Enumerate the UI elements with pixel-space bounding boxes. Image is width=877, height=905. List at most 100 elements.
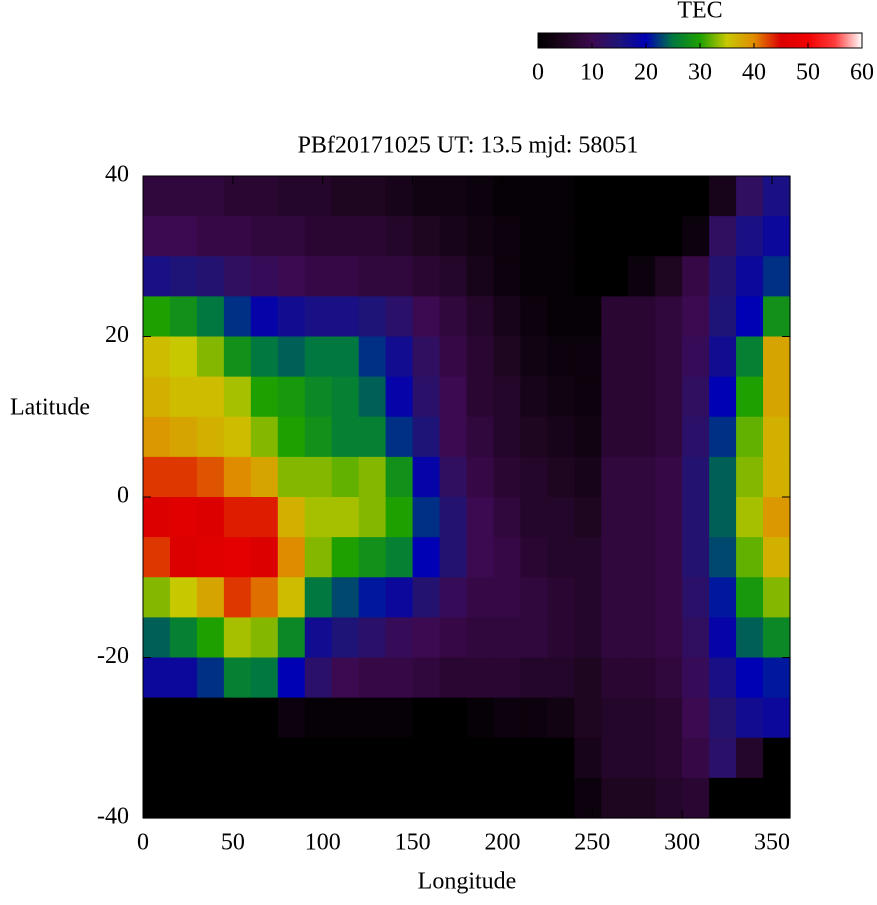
heat-cell — [277, 376, 306, 418]
x-tick-label: 100 — [305, 830, 341, 856]
heat-cell — [250, 416, 279, 458]
heat-cell — [655, 577, 683, 618]
heat-cell — [520, 777, 548, 819]
heat-cell — [547, 737, 575, 779]
heat-cell — [682, 657, 710, 699]
heat-cell — [493, 416, 522, 458]
heat-cell — [304, 577, 333, 618]
heat-cell — [169, 456, 198, 498]
heat-cell — [143, 296, 171, 338]
colorbar-tick-label: 10 — [580, 60, 604, 86]
heat-cell — [196, 256, 225, 297]
heat-cell — [385, 497, 414, 538]
heat-cell — [358, 376, 387, 418]
heat-cell — [331, 216, 360, 257]
heat-cell — [763, 657, 791, 699]
heat-cell — [601, 416, 629, 458]
heat-cell — [574, 416, 602, 458]
heat-cell — [439, 336, 468, 378]
heat-cell — [412, 176, 441, 217]
heat-cell — [223, 777, 252, 819]
heat-cell — [709, 416, 737, 458]
heat-cell — [709, 577, 737, 618]
heat-cell — [520, 697, 548, 739]
x-tick-label: 350 — [754, 830, 790, 856]
heat-cell — [655, 416, 683, 458]
heat-cell — [143, 216, 171, 257]
heat-cell — [547, 537, 575, 578]
heat-cell — [547, 617, 575, 659]
heat-cell — [143, 176, 171, 217]
heat-cell — [709, 697, 737, 739]
heat-cell — [682, 336, 710, 378]
heat-cell — [520, 657, 548, 699]
x-tick-label: 200 — [484, 830, 520, 856]
heat-cell — [304, 336, 333, 378]
heat-cell — [628, 176, 656, 217]
heat-cell — [763, 456, 791, 498]
heat-cell — [736, 376, 764, 418]
heat-cell — [628, 777, 656, 819]
heat-cell — [143, 537, 171, 578]
heat-cell — [143, 336, 171, 378]
heat-cell — [736, 577, 764, 618]
heat-cell — [466, 216, 495, 257]
heat-cell — [358, 777, 387, 819]
heat-cell — [385, 416, 414, 458]
heat-cell — [601, 336, 629, 378]
heat-cell — [763, 537, 791, 578]
heat-cell — [143, 456, 171, 498]
heat-cell — [412, 697, 441, 739]
heat-cell — [358, 577, 387, 618]
heat-cell — [304, 176, 333, 217]
heat-cell — [709, 336, 737, 378]
heat-cell — [412, 296, 441, 338]
heat-cell — [385, 336, 414, 378]
heat-cell — [736, 657, 764, 699]
heat-cell — [196, 456, 225, 498]
heat-cell — [277, 777, 306, 819]
heat-cell — [763, 296, 791, 338]
heat-cell — [169, 577, 198, 618]
heat-cell — [439, 216, 468, 257]
heat-cell — [466, 537, 495, 578]
heat-cell — [223, 456, 252, 498]
heat-cell — [331, 336, 360, 378]
heat-cell — [277, 176, 306, 217]
heat-cell — [655, 376, 683, 418]
heat-cell — [304, 376, 333, 418]
heat-cell — [709, 216, 737, 257]
heat-cell — [709, 737, 737, 779]
heat-cell — [709, 777, 737, 819]
heat-cell — [493, 216, 522, 257]
colorbar-tick-label: 30 — [688, 60, 712, 86]
heat-cell — [277, 416, 306, 458]
heat-cell — [439, 537, 468, 578]
heat-cell — [736, 296, 764, 338]
heat-cell — [574, 737, 602, 779]
heat-cell — [385, 617, 414, 659]
heat-cell — [331, 176, 360, 217]
heat-cell — [547, 657, 575, 699]
heat-cell — [520, 176, 548, 217]
heat-cell — [655, 617, 683, 659]
heat-cell — [385, 256, 414, 297]
heat-cell — [520, 376, 548, 418]
heat-cell — [358, 416, 387, 458]
heat-cell — [358, 497, 387, 538]
heat-cell — [736, 617, 764, 659]
heat-cell — [143, 737, 171, 779]
x-tick-label: 300 — [664, 830, 700, 856]
heat-cell — [385, 777, 414, 819]
colorbar-tick-label: 60 — [850, 60, 874, 86]
heat-cell — [223, 537, 252, 578]
heat-cell — [169, 617, 198, 659]
heat-cell — [682, 577, 710, 618]
heat-cell — [682, 256, 710, 297]
heat-cell — [493, 456, 522, 498]
heat-cell — [250, 737, 279, 779]
heat-cell — [196, 577, 225, 618]
heat-cell — [196, 497, 225, 538]
heat-cell — [277, 657, 306, 699]
heat-cell — [601, 176, 629, 217]
